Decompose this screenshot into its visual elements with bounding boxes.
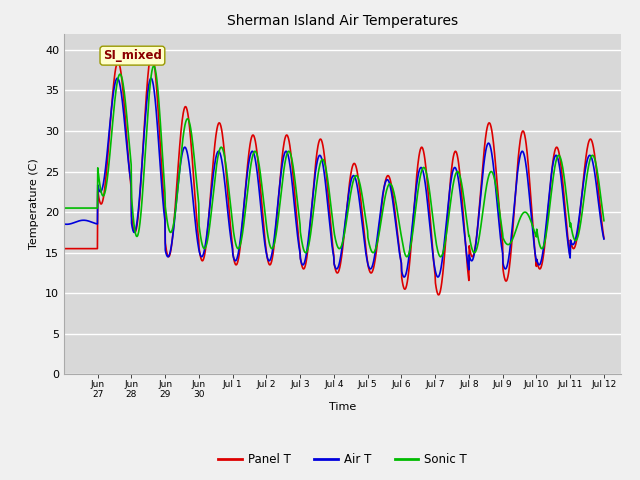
Air T <box>434 274 442 280</box>
Panel T <box>462 244 470 250</box>
Sonic T <box>320 158 328 164</box>
Sonic T <box>145 102 152 108</box>
Air T <box>320 168 328 174</box>
Air T <box>541 234 548 240</box>
Sonic T <box>150 63 157 69</box>
Y-axis label: Temperature (C): Temperature (C) <box>29 158 40 250</box>
Sonic T <box>462 210 470 216</box>
Air T <box>114 75 122 81</box>
Panel T <box>435 292 442 298</box>
Air T <box>310 184 317 190</box>
Line: Sonic T: Sonic T <box>64 66 604 257</box>
Sonic T <box>594 170 602 176</box>
X-axis label: Time: Time <box>329 402 356 412</box>
Panel T <box>600 235 608 241</box>
Air T <box>594 192 602 198</box>
Panel T <box>148 51 156 57</box>
Air T <box>462 244 470 250</box>
Panel T <box>541 241 548 247</box>
Panel T <box>145 68 152 73</box>
Line: Air T: Air T <box>64 78 604 277</box>
Legend: Panel T, Air T, Sonic T: Panel T, Air T, Sonic T <box>213 448 472 471</box>
Line: Panel T: Panel T <box>64 54 604 295</box>
Air T <box>600 236 608 242</box>
Panel T <box>310 181 317 187</box>
Title: Sherman Island Air Temperatures: Sherman Island Air Temperatures <box>227 14 458 28</box>
Sonic T <box>541 239 548 244</box>
Sonic T <box>310 206 317 212</box>
Panel T <box>60 246 68 252</box>
Panel T <box>594 178 602 184</box>
Air T <box>145 82 152 88</box>
Panel T <box>320 149 328 155</box>
Text: SI_mixed: SI_mixed <box>103 49 162 62</box>
Sonic T <box>600 218 608 224</box>
Sonic T <box>60 205 68 211</box>
Sonic T <box>403 254 411 260</box>
Air T <box>60 221 68 227</box>
